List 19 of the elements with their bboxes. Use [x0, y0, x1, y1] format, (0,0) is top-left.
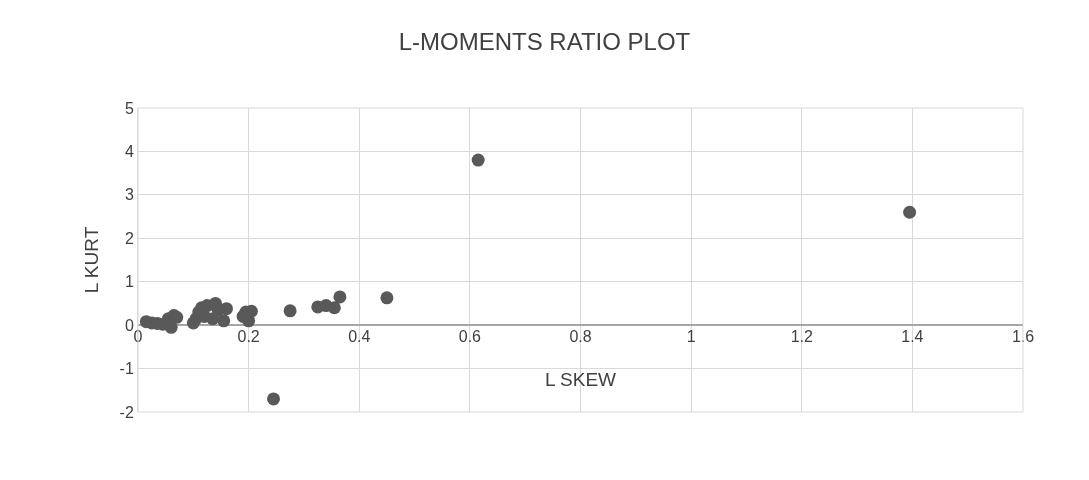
x-tick-label: 1.2 [790, 328, 813, 346]
chart-title: L-MOMENTS RATIO PLOT [398, 28, 691, 56]
y-tick-label: -1 [119, 360, 134, 378]
x-tick-label: 0.6 [458, 328, 482, 346]
y-tick-label: 1 [124, 273, 134, 291]
y-tick-label: 5 [124, 99, 134, 117]
x-tick-label: 0.4 [348, 328, 371, 346]
y-tick-label: -2 [119, 403, 134, 421]
x-tick-label: 1.6 [1011, 328, 1035, 346]
y-tick-label: 0 [124, 316, 134, 334]
x-axis-title: L SKEW [544, 368, 617, 390]
y-tick-label: 2 [124, 229, 134, 247]
y-axis-title: L KURT [81, 226, 103, 294]
x-tick-label: 0.8 [569, 328, 592, 346]
x-tick-label: 0.2 [237, 328, 260, 346]
x-tick-label: 1.4 [901, 328, 924, 346]
x-tick-label: 1 [686, 328, 696, 346]
y-tick-label: 3 [124, 186, 134, 204]
y-tick-label: 4 [124, 143, 134, 161]
